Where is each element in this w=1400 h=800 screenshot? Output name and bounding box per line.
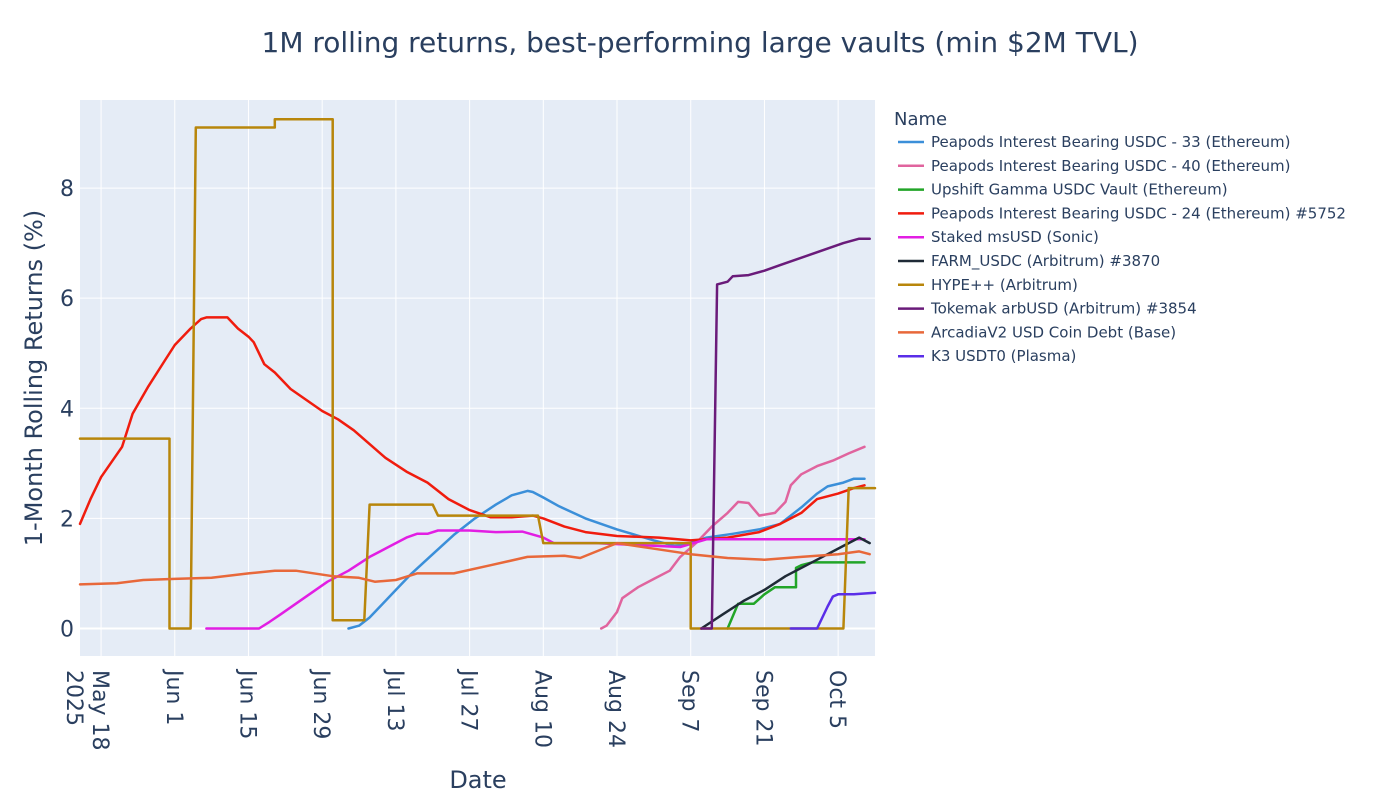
legend-entry[interactable]: Peapods Interest Bearing USDC - 24 (Ethe… [931,204,1346,222]
series-line-8 [700,237,871,630]
series-line-10 [789,591,877,630]
x-tick-label: Jun 15 [234,668,259,739]
x-tick-year-label: 2025 [61,670,86,726]
legend-entry[interactable]: Peapods Interest Bearing USDC - 33 (Ethe… [931,133,1290,151]
y-tick-label: 4 [60,397,74,422]
y-tick-label: 2 [60,507,74,532]
legend-entry[interactable]: HYPE++ (Arbitrum) [931,276,1078,294]
x-tick-label: Aug 10 [529,670,554,748]
x-tick-label: Aug 24 [603,670,628,748]
legend-title: Name [894,109,947,130]
x-tick-label: Sep 7 [677,670,702,732]
x-tick-label: Jun 1 [161,668,186,725]
legend-entry[interactable]: Tokemak arbUSD (Arbitrum) #3854 [930,300,1197,318]
x-tick-label: Jul 13 [382,668,407,732]
y-tick-label: 8 [60,177,74,202]
series-line-7 [78,118,877,630]
y-tick-labels: 0 2 4 6 8 [60,177,74,642]
series-line-2 [599,445,866,630]
series-line-6 [700,536,871,630]
x-tick-label: Sep 21 [750,670,775,746]
series-layer [78,118,877,630]
x-tick-label: Oct 5 [824,670,849,729]
x-axis-title: Date [449,766,506,794]
legend-entry[interactable]: FARM_USDC (Arbitrum) #3870 [931,252,1160,271]
series-line-9 [78,541,871,586]
chart-title: 1M rolling returns, best-performing larg… [262,26,1139,59]
legend-entry[interactable]: Staked msUSD (Sonic) [931,228,1099,246]
y-tick-label: 0 [60,617,74,642]
x-tick-label: Jun 29 [308,668,333,739]
legend-entry[interactable]: ArcadiaV2 USD Coin Debt (Base) [931,323,1176,341]
y-tick-label: 6 [60,287,74,312]
x-tick-label: Jul 27 [456,668,481,732]
legend-entry[interactable]: Upshift Gamma USDC Vault (Ethereum) [931,181,1228,199]
x-tick-label: May 18 [87,670,112,750]
legend: Name Peapods Interest Bearing USDC - 33 … [894,109,1346,365]
legend-entry[interactable]: Peapods Interest Bearing USDC - 40 (Ethe… [931,157,1290,175]
y-axis-title: 1-Month Rolling Returns (%) [20,210,48,546]
legend-entry[interactable]: K3 USDT0 (Plasma) [931,347,1076,365]
series-line-3 [726,561,866,630]
plot-background [80,100,875,656]
